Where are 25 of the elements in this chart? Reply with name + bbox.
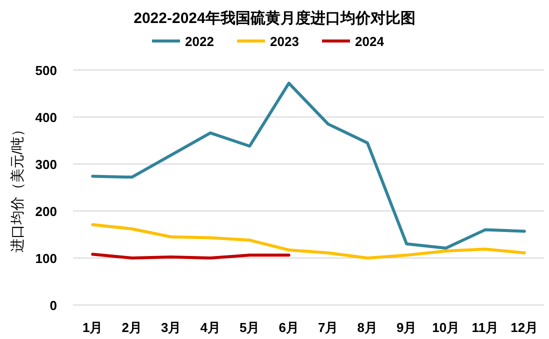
y-tick-label: 200: [35, 204, 57, 219]
chart-title: 2022-2024年我国硫黄月度进口均价对比图: [134, 9, 416, 27]
y-tick-label: 400: [35, 110, 57, 125]
x-tick-label: 12月: [510, 320, 538, 335]
line-series: [91, 82, 526, 250]
y-tick-label: 100: [35, 251, 57, 266]
legend-label: 2022: [185, 34, 214, 49]
legend-label: 2024: [355, 34, 385, 49]
y-axis-title: 进口均价（美元/吨）: [9, 122, 25, 252]
x-tick-label: 3月: [161, 320, 182, 335]
x-tick-label: 7月: [318, 320, 338, 335]
x-tick-label: 10月: [432, 320, 460, 335]
y-tick-label: 0: [50, 298, 57, 313]
legend-label: 2023: [270, 34, 299, 49]
x-tick-label: 9月: [396, 320, 417, 335]
x-tick-label: 5月: [240, 320, 260, 335]
line-series: [91, 223, 526, 260]
x-tick-label: 6月: [278, 320, 299, 335]
x-tick-label: 4月: [200, 320, 220, 335]
x-tick-label: 8月: [357, 320, 378, 335]
y-tick-label: 500: [35, 63, 57, 78]
x-tick-label: 1月: [82, 320, 103, 335]
x-tick-label: 11月: [472, 320, 498, 335]
y-tick-label: 300: [35, 157, 57, 172]
x-tick-label: 2月: [122, 320, 142, 335]
